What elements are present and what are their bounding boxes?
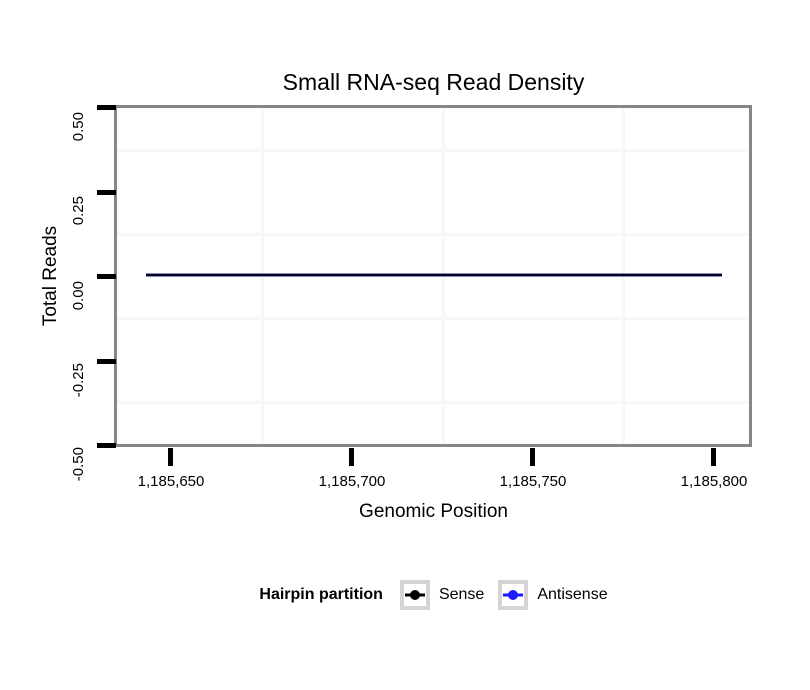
legend-label-sense: Sense (438, 586, 485, 603)
y-tick-label: 0.00 (70, 281, 87, 311)
sense-point-icon (409, 590, 420, 600)
plot-panel (114, 105, 752, 447)
y-tick-label: -0.25 (70, 363, 87, 398)
minor-gridline-horizontal (117, 401, 749, 404)
legend-label-antisense: Antisense (537, 586, 608, 603)
legend-entry-sense: Sense (399, 580, 485, 610)
legend-title: Hairpin partition (259, 586, 383, 603)
y-tick-label: 0.50 (70, 112, 87, 142)
plot-area (117, 108, 749, 444)
x-tick-label: 1,185,800 (680, 473, 748, 490)
y-tick-mark (97, 443, 116, 448)
chart-title: Small RNA-seq Read Density (282, 69, 585, 95)
y-tick-label: -0.50 (70, 447, 87, 482)
minor-gridline-horizontal (117, 149, 749, 152)
legend: Hairpin partition Sense Antisense (117, 579, 750, 611)
x-tick-mark (711, 448, 716, 466)
y-tick-mark (97, 105, 116, 110)
x-tick-mark (168, 448, 173, 466)
legend-key-sense (399, 580, 430, 610)
antisense-point-icon (508, 590, 519, 600)
y-axis-title: Total Reads (40, 225, 61, 327)
y-tick-mark (97, 274, 116, 279)
x-tick-label: 1,185,750 (499, 473, 567, 490)
y-tick-label: 0.25 (70, 196, 87, 226)
minor-gridline-horizontal (117, 317, 749, 320)
x-tick-label: 1,185,700 (318, 473, 386, 490)
minor-gridline-horizontal (117, 233, 749, 236)
y-tick-mark (97, 190, 116, 195)
x-tick-label: 1,185,650 (137, 473, 205, 490)
x-axis-title: Genomic Position (359, 501, 508, 522)
legend-entry-antisense: Antisense (498, 580, 608, 610)
x-tick-mark (349, 448, 354, 466)
series-line-sense-antisense-overlap (146, 273, 722, 277)
x-tick-mark (530, 448, 535, 466)
y-tick-mark (97, 359, 116, 364)
legend-key-antisense (498, 580, 529, 610)
